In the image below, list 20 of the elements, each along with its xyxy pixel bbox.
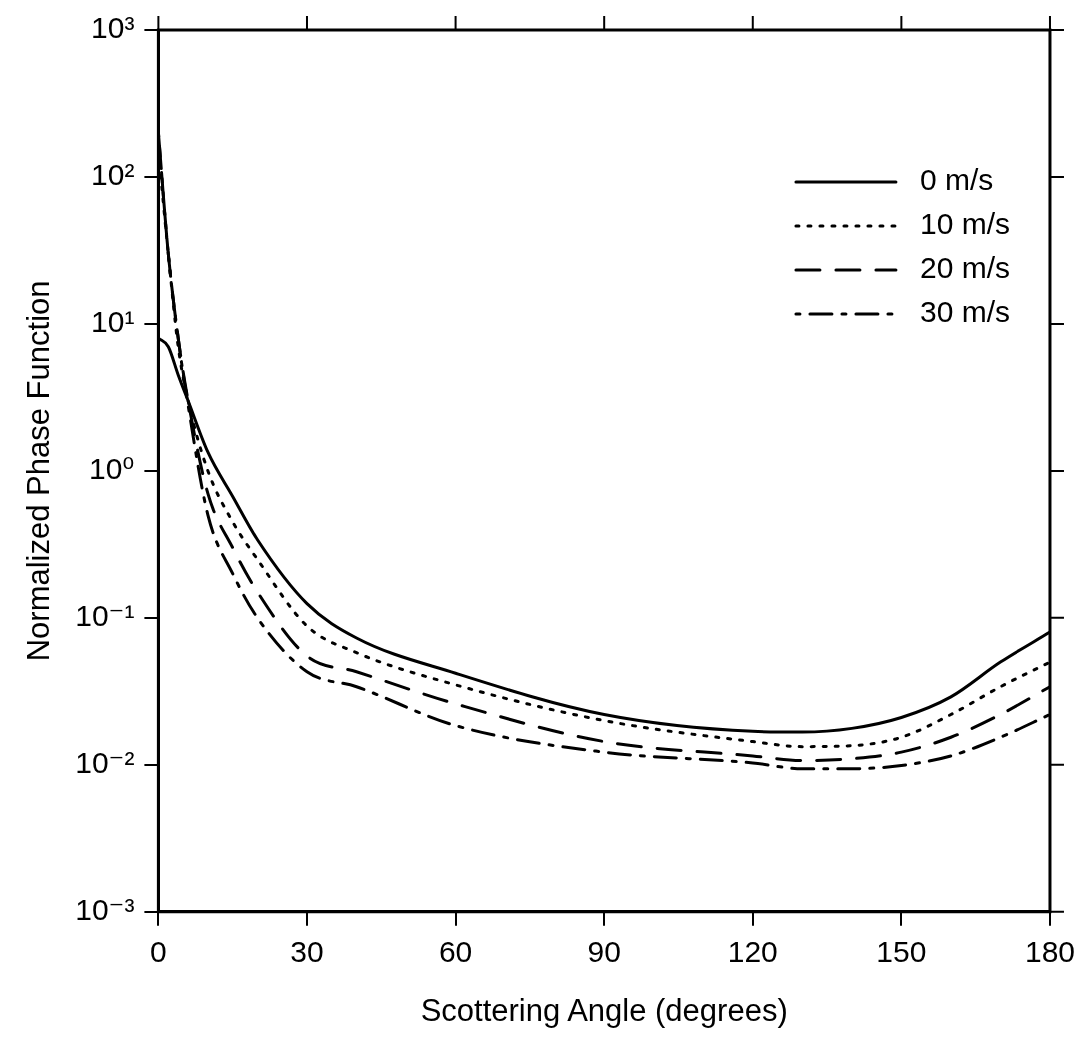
- y-tick-label: 10⁻²: [75, 746, 135, 780]
- y-tick-label: 10¹: [91, 305, 135, 339]
- x-tick-label: 180: [1024, 935, 1075, 969]
- x-tick-label: 60: [438, 935, 473, 969]
- x-tick-label: 0: [150, 935, 167, 969]
- legend-label: 20 m/s: [919, 251, 1010, 285]
- y-tick-label: 10⁻³: [75, 893, 135, 927]
- x-axis-title: Scottering Angle (degrees): [420, 992, 788, 1028]
- y-tick-label: 10²: [91, 158, 135, 192]
- y-tick-label: 10³: [91, 11, 135, 45]
- x-tick-label: 150: [876, 935, 927, 969]
- y-tick-label: 10⁰: [88, 452, 135, 486]
- y-axis-title: Normalized Phase Function: [21, 280, 57, 662]
- y-tick-label: 10⁻¹: [75, 599, 135, 633]
- x-tick-label: 30: [290, 935, 324, 969]
- legend-label: 0 m/s: [919, 163, 994, 197]
- x-tick-label: 120: [727, 935, 778, 969]
- legend-label: 10 m/s: [919, 207, 1010, 241]
- x-tick-label: 90: [587, 935, 621, 969]
- legend-label: 30 m/s: [919, 295, 1010, 329]
